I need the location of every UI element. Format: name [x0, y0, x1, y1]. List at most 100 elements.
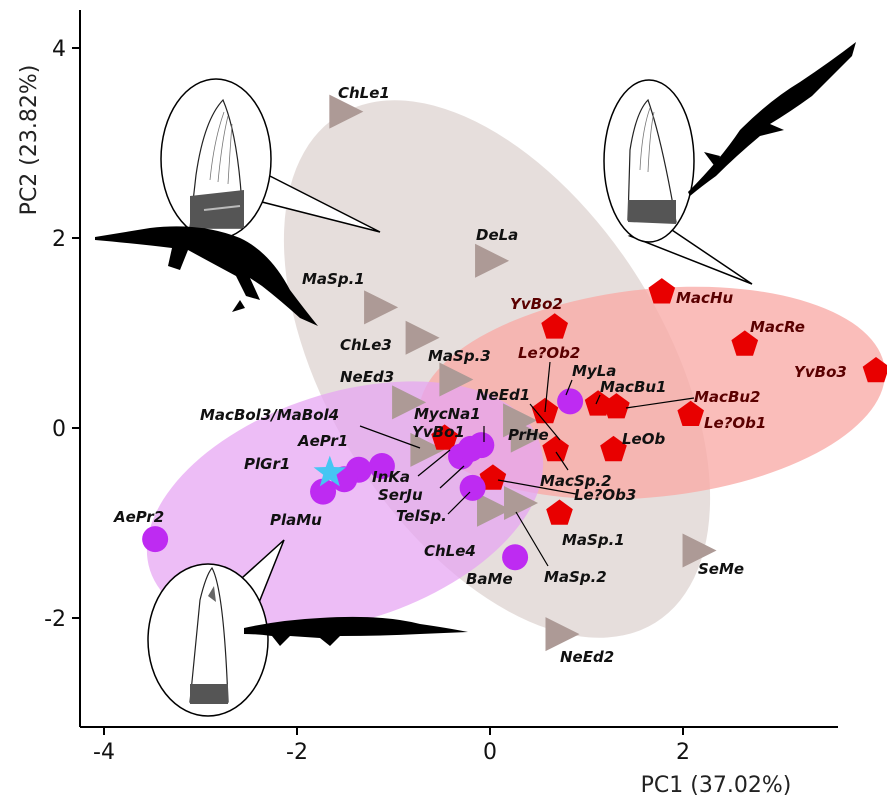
triangle-label-masp-2: MaSp.2 — [544, 568, 607, 586]
triangle-marker-chle4 — [477, 492, 511, 527]
pentagon-marker-masp-1 — [546, 499, 573, 525]
circle-label-plgr1: PlGr1 — [244, 455, 290, 473]
circle-label-telsp: TelSp. — [396, 507, 447, 525]
leader-line-macbu2 — [625, 397, 695, 409]
circle-label-aepr2: AePr2 — [113, 508, 164, 526]
circle-label-inka: InKa — [372, 468, 410, 486]
triangle-label-dela: DeLa — [476, 226, 518, 244]
triangle-marker-need2 — [545, 617, 580, 652]
triangle-marker-chle3 — [405, 320, 440, 355]
illustrations — [95, 42, 856, 717]
leader-line-le-ob3 — [497, 479, 577, 495]
circle-label-serju: SerJu — [378, 486, 423, 504]
x-tick-label: 0 — [483, 740, 497, 765]
y-tick-label: 4 — [52, 37, 66, 62]
leader-line-need1 — [529, 403, 561, 441]
pentagon-marker-yvbo3 — [862, 357, 887, 383]
pentagon-marker-macbu2 — [603, 393, 630, 419]
circle-marker-aepr2 — [142, 526, 169, 553]
circle-label-yvbo1: YvBo1 — [412, 423, 465, 441]
triangle-label-chle3: ChLe3 — [340, 336, 392, 354]
pentagon-marker-macre — [731, 330, 759, 356]
circle-label-plamu: PlaMu — [270, 511, 322, 529]
circle-marker-plamu — [310, 478, 337, 505]
circle-label-mycna1: MycNa1 — [414, 405, 481, 423]
pentagon-marker-yvbo2 — [541, 313, 568, 339]
pentagon-label-macbu2: MacBu2 — [694, 388, 761, 406]
tooth-callout-top-left — [160, 78, 381, 240]
triangle-marker-masp-3 — [439, 362, 474, 397]
triangle-label-chle4: ChLe4 — [424, 542, 476, 560]
circle-label-aepr1: AePr1 — [297, 432, 348, 450]
triangle-marker-chle1 — [329, 94, 364, 129]
leader-lines — [359, 361, 695, 567]
pentagon-label-masp-1: MaSp.1 — [562, 531, 625, 549]
pentagon-label-yvbo2: YvBo2 — [510, 295, 563, 313]
leader-line-myla — [565, 379, 573, 396]
y-tick-label: 2 — [52, 227, 66, 252]
triangle-label-need1: NeEd1 — [476, 386, 530, 404]
pentagon-label-machu: MacHu — [676, 289, 733, 307]
triangle-label-macbol3-mabol4: MacBol3/MaBol4 — [200, 406, 339, 424]
triangle-label-masp-3: MaSp.3 — [428, 347, 491, 365]
pentagon-label-yvbo3: YvBo3 — [794, 363, 847, 381]
crocodile-silhouette-right-icon — [688, 42, 856, 196]
pentagon-label-le-ob1: Le?Ob1 — [704, 414, 766, 432]
circle-label-myla: MyLa — [572, 362, 616, 380]
x-tick-label: -4 — [93, 740, 115, 765]
pentagon-marker-le-ob3 — [479, 464, 507, 490]
leader-line-le-ob2 — [544, 361, 551, 413]
triangle-marker-need3 — [392, 385, 427, 420]
x-tick-label: 2 — [676, 740, 690, 765]
crocodile-silhouette-bottom-icon — [244, 616, 468, 646]
pentagon-marker-le-ob1 — [677, 400, 704, 426]
circle-marker-serju — [457, 435, 484, 462]
pentagon-label-le-ob2: Le?Ob2 — [518, 344, 580, 362]
x-axis-title: PC1 (37.02%) — [641, 773, 792, 798]
triangle-label-need3: NeEd3 — [340, 368, 394, 386]
triangle-marker-macbol3-mabol4 — [410, 432, 445, 467]
pentagon-label-macre: MacRe — [750, 318, 805, 336]
circle-marker-bame — [502, 544, 529, 571]
tooth-callout-bottom — [147, 539, 285, 717]
axes: -4 -2 0 2 -2 0 2 4 PC1 (37.02%) PC2 (23.82%) — [17, 10, 838, 798]
triangle-label-seme: SeMe — [698, 560, 744, 578]
triangle-label-prhe: PrHe — [508, 426, 549, 444]
markers — [142, 94, 887, 652]
leader-line-serju — [439, 465, 465, 489]
pentagon-marker-leob — [600, 435, 627, 462]
leader-line-macsp-2 — [555, 451, 569, 471]
pentagon-marker-macsp-2 — [542, 435, 569, 462]
pentagon-marker-machu — [648, 278, 676, 304]
triangle-label-need2: NeEd2 — [560, 648, 614, 666]
circle-marker-inka — [368, 453, 395, 479]
point-labels: ChLe1 DeLa MaSp.1 ChLe3 MaSp.3 NeEd3 NeEd1 PrHe… — [113, 84, 847, 666]
triangle-label-masp-1: MaSp.1 — [302, 270, 365, 288]
y-tick-label: -2 — [44, 607, 66, 632]
triangle-label-chle1: ChLe1 — [338, 84, 390, 102]
triangle-marker-masp-1 — [364, 290, 399, 325]
pentagon-label-macbu1: MacBu1 — [600, 378, 667, 396]
leader-line-macbol3-mabol4 — [359, 425, 421, 449]
triangle-marker-dela — [475, 243, 510, 278]
star-marker-unlabeled — [313, 455, 346, 487]
pentagon-marker-unlabeled — [431, 424, 458, 450]
circle-marker-myla — [557, 388, 584, 415]
tooth-callout-top-right — [603, 79, 753, 285]
circle-marker-telsp — [459, 474, 486, 501]
pentagon-label-macsp-2: MacSp.2 — [540, 472, 612, 490]
y-axis-title: PC2 (23.82%) — [17, 65, 42, 216]
y-tick-label: 0 — [52, 417, 66, 442]
pentagon-label-leob: LeOb — [622, 430, 665, 448]
pentagon-marker-macbu1 — [584, 390, 612, 416]
leader-line-masp-2 — [515, 511, 549, 567]
leader-line-macbu1 — [595, 394, 601, 405]
leader-line-inka — [417, 449, 451, 477]
leader-line-telsp — [447, 491, 471, 515]
triangle-marker-masp-2 — [504, 486, 539, 521]
triangle-marker-seme — [682, 533, 717, 568]
triangle-marker-prhe — [510, 418, 545, 453]
crocodile-silhouette-left-icon — [95, 226, 318, 326]
pentagon-label-le-ob3: Le?Ob3 — [574, 486, 636, 504]
